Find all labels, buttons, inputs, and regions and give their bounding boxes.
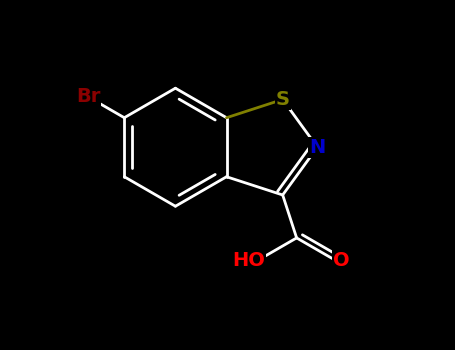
Text: N: N: [309, 138, 325, 157]
Text: Br: Br: [76, 88, 101, 106]
Text: O: O: [333, 251, 349, 270]
Text: HO: HO: [233, 251, 265, 270]
Text: S: S: [276, 90, 290, 109]
